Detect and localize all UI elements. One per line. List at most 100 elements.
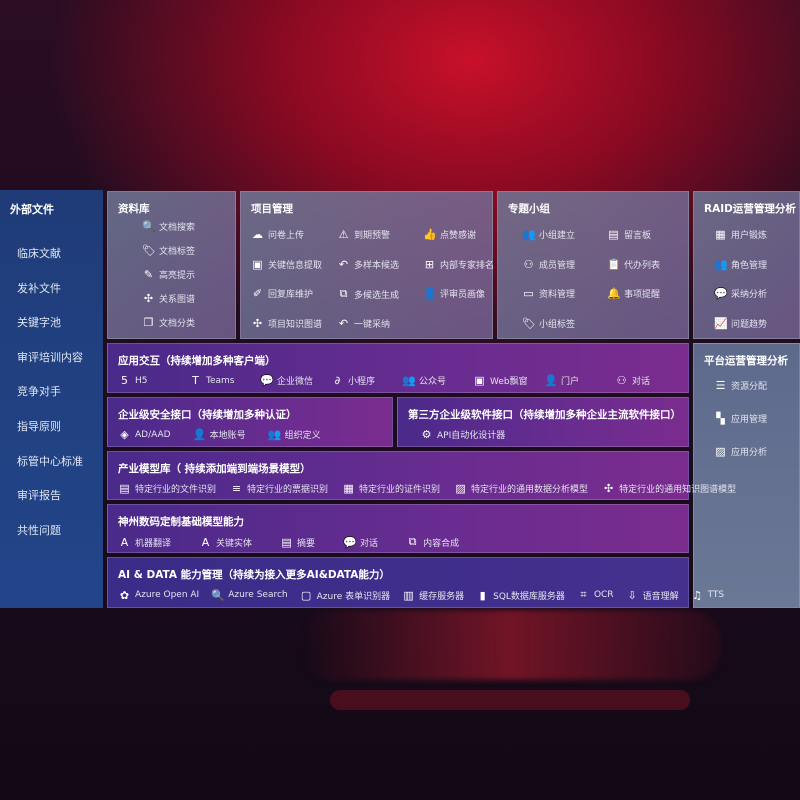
feature-item[interactable]: 5 H5	[118, 374, 189, 387]
feature-item[interactable]: ✿ Azure Open AI	[118, 588, 199, 602]
feature-item[interactable]: ⇩ 语音理解	[626, 588, 678, 602]
feature-item[interactable]: ↶ 多样本候选	[337, 258, 399, 271]
feature-label: 门户	[561, 377, 580, 387]
sidebar-item[interactable]: 审评报告	[17, 489, 61, 503]
feature-item[interactable]: ▣ Web飘窗	[473, 374, 544, 387]
feature-item[interactable]: ▨ 特定行业的通用数据分析模型	[454, 482, 588, 495]
sidebar-item[interactable]: 竞争对手	[17, 385, 61, 399]
feature-item[interactable]: 👥 小组建立	[522, 228, 575, 241]
panel-group: 专题小组 👥 小组建立 ▤ 留言板 ⚇ 成员管理 📋 代办列表 ▭ 资料管理 🔔 事项提醒 🏷 小组标签	[497, 191, 689, 339]
feature-item[interactable]: ▮ SQL数据库服务器	[476, 588, 565, 602]
feature-item[interactable]: ∂ 小程序	[331, 374, 402, 387]
feature-item[interactable]: ▤ 摘要	[280, 535, 315, 549]
feature-item[interactable]: ▦ 用户锻炼	[714, 228, 767, 241]
feature-item[interactable]: A 机器翻译	[118, 535, 171, 549]
feature-item[interactable]: ☁ 问卷上传	[251, 228, 304, 241]
feature-item[interactable]: ⊞ 内部专家排名	[423, 258, 494, 271]
feature-item[interactable]: ▦ 特定行业的证件识别	[342, 482, 440, 495]
feature-label: 事项提醒	[624, 290, 661, 300]
gear-icon: ⚙	[421, 428, 432, 441]
feature-item[interactable]: 👥 公众号	[402, 374, 473, 387]
feature-item[interactable]: 👤 门户	[544, 374, 615, 387]
panel-raid: RAID运营管理分析 ▦ 用户锻炼 👥 角色管理 💬 采纳分析 📈 问题趋势	[693, 191, 800, 339]
feature-item[interactable]: 👥 角色管理	[714, 258, 767, 271]
feature-item[interactable]: 🏷 小组标签	[522, 317, 575, 330]
feature-item[interactable]: 👤 本地账号	[193, 428, 246, 441]
feature-item[interactable]: ▥ 缓存服务器	[402, 588, 464, 602]
trend-icon: 📈	[714, 316, 728, 330]
panel-thirdparty: 第三方企业级软件接口（持续增加多种企业主流软件接口） ⚙ API自动化设计器	[397, 397, 689, 447]
entity-icon: A	[201, 535, 210, 549]
panel-title: 专题小组	[508, 203, 550, 215]
feature-item[interactable]: ▭ 资料管理	[522, 287, 575, 300]
feature-item[interactable]: ✎ 高亮提示	[142, 268, 195, 281]
teams-icon: T	[192, 374, 199, 387]
feature-label: 资料管理	[539, 290, 576, 300]
feature-item[interactable]: ⚠ 到期预警	[337, 228, 390, 241]
feature-item[interactable]: ▤ 留言板	[607, 228, 651, 241]
feature-item[interactable]: ✣ 项目知识图谱	[251, 317, 322, 330]
panel-title: 产业模型库（ 持续添加端到端场景模型）	[118, 463, 311, 475]
sidebar-item[interactable]: 关键字池	[17, 316, 61, 330]
feature-label: 小组建立	[539, 231, 576, 241]
alarm-icon: ⚠	[338, 228, 349, 241]
feature-item[interactable]: ▚ 应用管理	[714, 412, 767, 425]
feature-item[interactable]: ▢ Azure 表单识别器	[300, 588, 390, 602]
feature-item[interactable]: ❐ 文档分类	[142, 316, 195, 329]
chat-users-icon: ⚇	[616, 374, 627, 387]
feature-item[interactable]: 💬 对话	[343, 535, 378, 549]
feature-label: 应用管理	[731, 415, 768, 425]
feature-item[interactable]: 🔍 Azure Search	[211, 588, 287, 602]
panel-title: 平台运营管理分析	[704, 355, 788, 367]
feature-item[interactable]: ✣ 特定行业的通用知识图谱模型	[602, 482, 736, 495]
doc-search-icon: 🔍	[142, 220, 156, 233]
feature-item[interactable]: 💬 企业微信	[260, 374, 331, 387]
feature-label: 角色管理	[731, 260, 768, 271]
sidebar-item[interactable]: 临床文献	[17, 247, 61, 260]
feature-label: 成员管理	[539, 260, 576, 271]
feature-item[interactable]: 👤 评审员画像	[423, 287, 485, 300]
feature-item[interactable]: A 关键实体	[199, 535, 252, 549]
feature-label: 文档标签	[159, 247, 196, 257]
feature-item[interactable]: ✐ 回复库维护	[251, 287, 313, 300]
feature-item[interactable]: ⚙ API自动化设计器	[420, 428, 506, 441]
panel-title: RAID运营管理分析	[704, 203, 796, 215]
sidebar-item[interactable]: 指导原则	[17, 419, 61, 433]
feature-item[interactable]: ▤ 特定行业的文件识别	[118, 482, 216, 495]
feature-item[interactable]: ▨ 应用分析	[714, 445, 767, 458]
tag-icon: 🏷	[522, 316, 536, 330]
feature-item[interactable]: ≡ 特定行业的票据识别	[230, 482, 328, 495]
feature-item[interactable]: 👥 组织定义	[268, 428, 321, 441]
sidebar-item[interactable]: 共性问题	[17, 523, 61, 537]
sidebar-item[interactable]: 标管中心标准	[17, 454, 83, 468]
feature-item[interactable]: ◈ AD/AAD	[118, 428, 170, 441]
feature-item[interactable]: ⚇ 对话	[615, 374, 686, 387]
feature-item[interactable]: 🔍 文档搜索	[142, 220, 195, 233]
voice-icon: ⇩	[627, 588, 637, 602]
graph-icon: ✣	[143, 292, 154, 305]
feature-item[interactable]: ⚇ 成员管理	[522, 258, 575, 271]
feature-item[interactable]: ⌗ OCR	[577, 588, 613, 602]
puzzle-icon: ⧉	[408, 535, 417, 548]
feature-item[interactable]: ↶ 一键采纳	[337, 317, 390, 330]
feature-label: 多样本候选	[354, 260, 400, 271]
feature-item[interactable]: ▣ 关键信息提取	[251, 258, 322, 271]
feature-item[interactable]: ☰ 资源分配	[714, 379, 767, 392]
feature-item[interactable]: 📈 问题趋势	[714, 317, 767, 330]
feature-item[interactable]: ✣ 关系图谱	[142, 292, 195, 305]
feature-item[interactable]: 👍 点赞感谢	[423, 228, 476, 241]
users-icon: 👥	[714, 257, 728, 271]
sidebar-item[interactable]: 发补文件	[17, 281, 61, 295]
feature-item[interactable]: 🏷 文档标签	[142, 244, 195, 257]
panel-interaction: 应用交互（持续增加多种客户端） 5 H5 T Teams 💬 企业微信 ∂ 小程序 👥 公众号 ▣ W…	[107, 343, 689, 393]
sidebar-item[interactable]: 审评培训内容	[17, 350, 83, 364]
feature-item[interactable]: 🔔 事项提醒	[607, 287, 660, 300]
feature-label: 特定行业的通用知识图谱模型	[619, 485, 737, 495]
feature-item[interactable]: ♫ TTS	[691, 588, 724, 602]
feature-item[interactable]: 📋 代办列表	[607, 258, 660, 271]
feature-item[interactable]: 💬 采纳分析	[714, 287, 767, 300]
feature-item[interactable]: ⧉ 多候选生成	[337, 287, 399, 301]
graph-icon: ✣	[252, 316, 263, 330]
feature-item[interactable]: ⧉ 内容合成	[406, 535, 459, 549]
feature-item[interactable]: T Teams	[189, 374, 260, 387]
